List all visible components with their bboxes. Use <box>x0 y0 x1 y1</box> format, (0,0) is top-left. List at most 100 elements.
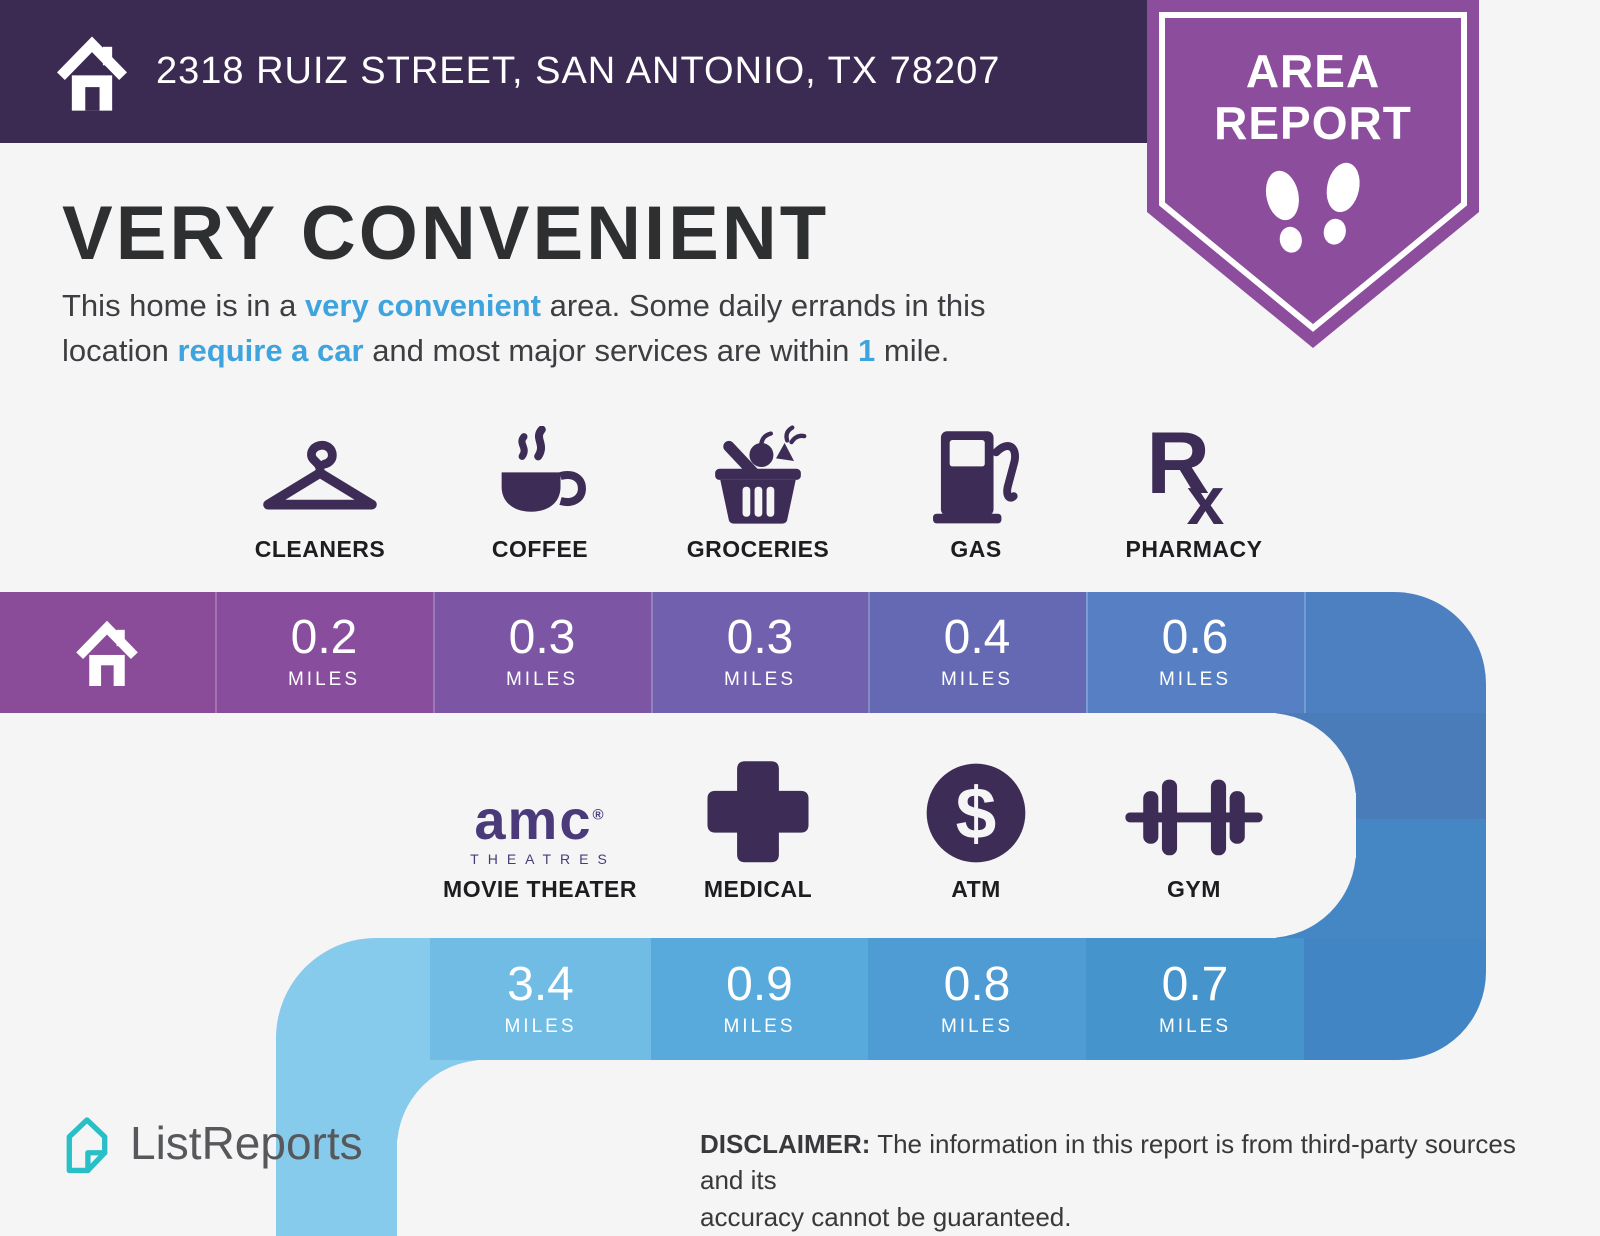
area-report-badge: AREA REPORT <box>1147 0 1479 348</box>
home-icon <box>57 35 127 111</box>
service-label: PHARMACY <box>1125 536 1263 562</box>
svg-text:$: $ <box>956 774 997 855</box>
registered-mark: ® <box>592 806 606 824</box>
service-label: CLEANERS <box>254 536 386 562</box>
badge-title-line1: AREA <box>1245 45 1381 97</box>
distance-unit: MILES <box>723 669 797 690</box>
intro-text: area. Some daily errands in this <box>540 288 986 323</box>
band-segment <box>651 938 868 1060</box>
distance-unit: MILES <box>723 1015 796 1037</box>
distance-value: 3.4 <box>507 957 574 1011</box>
disclaimer-line1: DISCLAIMER: The information in this repo… <box>700 1126 1540 1199</box>
band-segment <box>651 592 868 713</box>
amc-theatres-text: THEATRES <box>470 851 616 867</box>
intro-paragraph: This home is in a very convenient area. … <box>62 284 1162 374</box>
distance-cell-pharmacy: 0.6 MILES <box>1086 592 1304 713</box>
service-label: MEDICAL <box>703 876 813 902</box>
distance-value: 0.8 <box>943 957 1011 1011</box>
distance-unit: MILES <box>505 669 579 690</box>
badge-ribbon-shape <box>1147 0 1479 348</box>
service-label: COFFEE <box>491 536 589 562</box>
service-gas: GAS <box>867 408 1085 563</box>
distance-cell-medical: 0.9 MILES <box>651 938 868 1060</box>
distance-value: 0.7 <box>1161 957 1229 1011</box>
hanger-icon <box>254 408 386 526</box>
medical-cross-icon <box>704 748 812 866</box>
service-movie-theater: amc® THEATRES MOVIE THEATER <box>431 748 649 903</box>
listreports-house-icon <box>66 1117 108 1174</box>
intro-highlight-require-a-car: require a car <box>177 332 364 368</box>
amc-theatres-logo: amc® THEATRES <box>464 748 616 867</box>
distance-value: 0.3 <box>508 611 576 664</box>
badge-title-line2: REPORT <box>1214 97 1412 149</box>
atm-dollar-icon: $ <box>923 748 1029 866</box>
page-title: VERY CONVENIENT <box>62 191 830 276</box>
distance-cell-movie-theater: 3.4 MILES <box>430 938 651 1060</box>
service-pharmacy: R x PHARMACY <box>1085 408 1303 563</box>
service-label: GAS <box>950 536 1002 562</box>
footprints-icon <box>1265 162 1360 253</box>
disclaimer: DISCLAIMER: The information in this repo… <box>700 1126 1540 1235</box>
service-groceries: GROCERIES <box>649 408 867 563</box>
distance-value: 0.4 <box>943 611 1011 664</box>
band-segment-home <box>0 592 215 713</box>
service-medical: MEDICAL <box>649 748 867 903</box>
distance-value: 0.2 <box>290 611 358 664</box>
service-gym: GYM <box>1085 748 1303 903</box>
grocery-basket-icon <box>698 408 818 526</box>
band-segment <box>1086 592 1304 713</box>
band-segment <box>868 938 1086 1060</box>
service-cleaners: CLEANERS <box>211 408 429 563</box>
distance-cell-atm: 0.8 MILES <box>868 938 1086 1060</box>
service-label: ATM <box>951 876 1001 902</box>
disclaimer-label: DISCLAIMER: <box>700 1129 871 1159</box>
distance-unit: MILES <box>1158 1015 1232 1037</box>
band-down-column <box>276 1048 397 1236</box>
white-inset-bottom <box>397 1060 687 1236</box>
distance-value: 0.6 <box>1161 611 1229 664</box>
svg-text:x: x <box>1187 464 1225 526</box>
band-segment <box>1086 938 1304 1060</box>
band-segment-corner <box>1304 592 1486 713</box>
intro-text: mile. <box>875 332 950 368</box>
distance-cell-gym: 0.7 MILES <box>1086 938 1304 1060</box>
intro-text: and most major services are within <box>363 332 859 368</box>
band-segment-end <box>1304 938 1486 1060</box>
band-turn-lower <box>1356 819 1486 938</box>
header-bar: 2318 RUIZ STREET, SAN ANTONIO, TX 78207 <box>0 0 1147 143</box>
distance-unit: MILES <box>1158 669 1232 690</box>
band-segment <box>430 938 651 1060</box>
band-segment <box>868 592 1086 713</box>
band-segment-corner <box>276 938 430 1060</box>
service-label: GROCERIES <box>686 536 830 562</box>
intro-text: This home is in a <box>62 288 305 323</box>
distance-unit: MILES <box>940 1015 1014 1037</box>
white-inset-middle <box>0 713 1356 938</box>
distance-cell-coffee: 0.3 MILES <box>433 592 651 713</box>
service-atm: $ ATM <box>867 748 1085 903</box>
band-turn-upper <box>1356 713 1486 819</box>
svg-text:R: R <box>1146 416 1210 512</box>
distance-value: 0.3 <box>726 611 794 664</box>
band-segment <box>215 592 433 713</box>
intro-highlight-one: 1 <box>858 332 876 368</box>
distance-band-row1: 0.2 MILES 0.3 MILES 0.3 MILES 0.4 MILES … <box>0 592 1486 713</box>
rx-icon: R x <box>1139 408 1249 526</box>
amc-wordmark: amc <box>474 788 593 851</box>
service-label: MOVIE THEATER <box>443 876 637 902</box>
distance-unit: MILES <box>940 669 1014 690</box>
dumbbell-icon <box>1118 748 1270 866</box>
gas-pump-icon <box>919 408 1033 526</box>
property-address: 2318 RUIZ STREET, SAN ANTONIO, TX 78207 <box>156 50 1001 92</box>
intro-highlight-very-convenient: very convenient <box>304 288 541 323</box>
band-home-icon <box>76 620 138 686</box>
distance-unit: MILES <box>504 1015 577 1037</box>
distance-cell-cleaners: 0.2 MILES <box>215 592 433 713</box>
distance-value: 0.9 <box>726 957 793 1011</box>
disclaimer-line2: accuracy cannot be guaranteed. <box>700 1201 1072 1232</box>
distance-cell-gas: 0.4 MILES <box>868 592 1086 713</box>
disclaimer-text: The information in this report is from t… <box>700 1129 1516 1196</box>
distance-unit: MILES <box>287 669 361 690</box>
intro-text: location <box>62 332 178 368</box>
